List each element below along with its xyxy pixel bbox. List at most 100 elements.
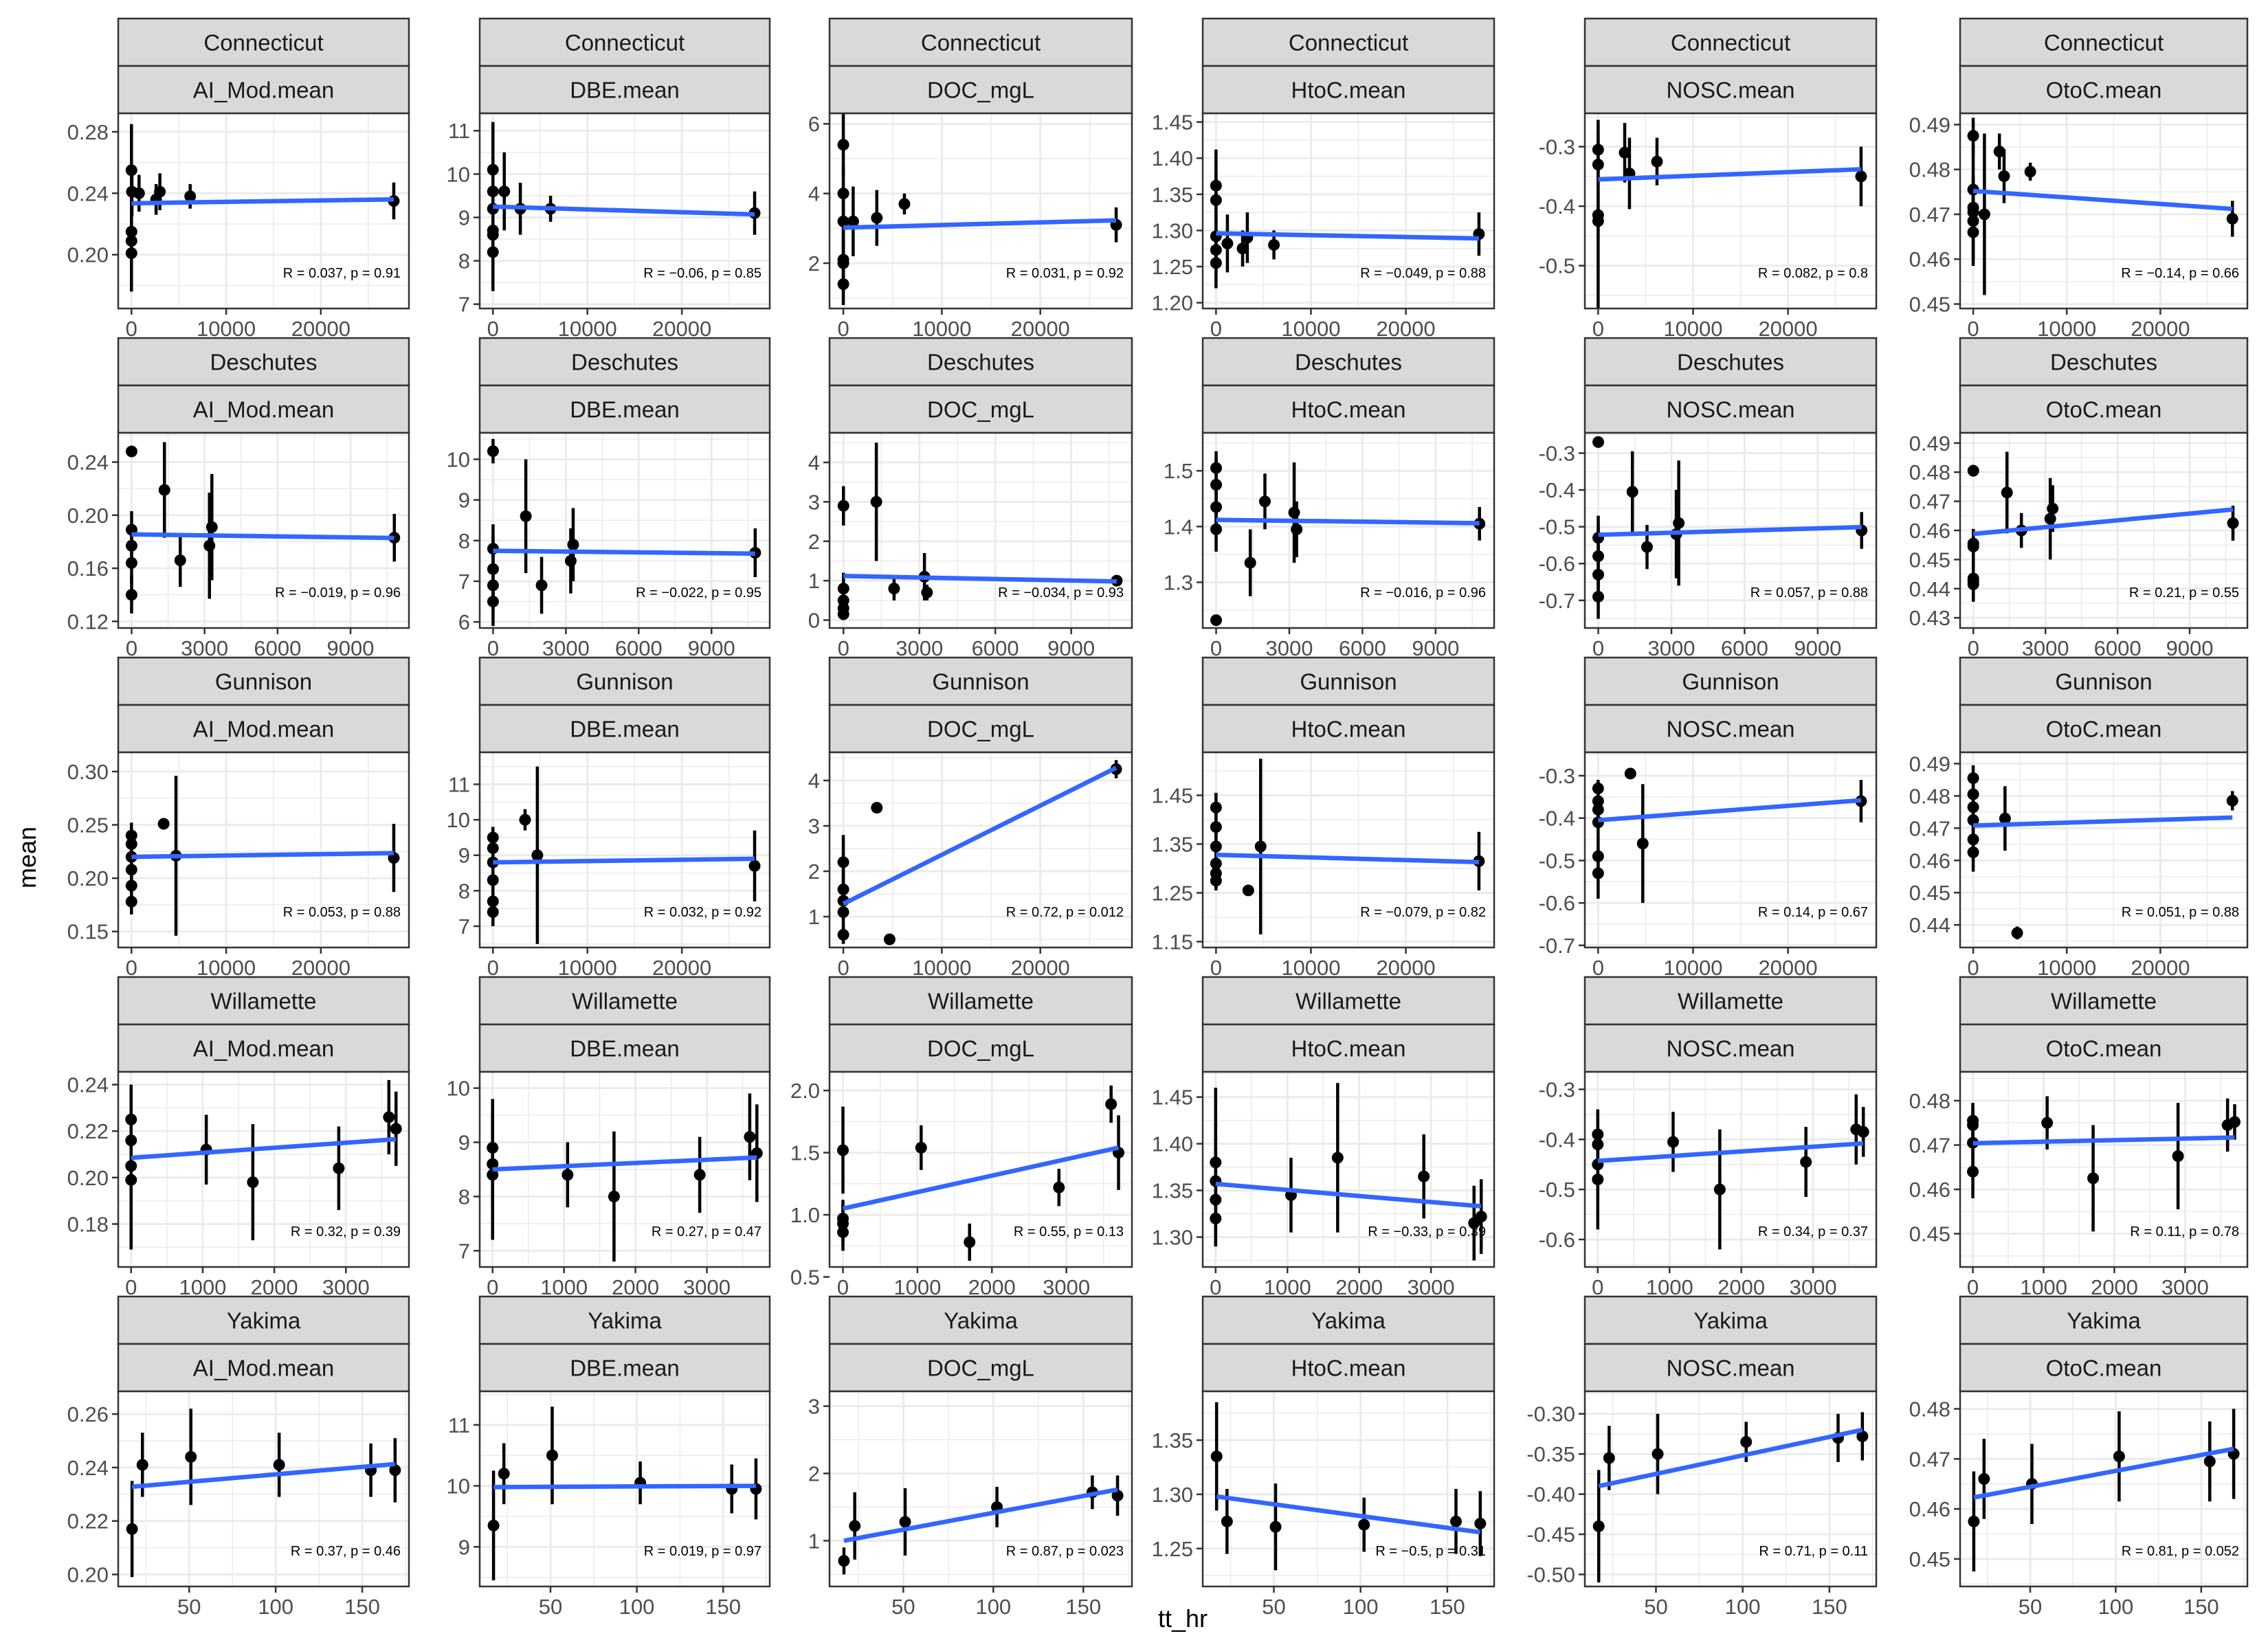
y-tick-label: -0.40 [1526,1483,1575,1507]
x-tick-label: 0 [837,956,849,980]
data-point [1210,462,1223,474]
y-tick-label: 1.25 [1152,255,1193,279]
panel-data [838,1475,1124,1575]
data-point [1288,506,1300,519]
strip-variable-box [1201,704,1496,754]
data-point [535,579,548,592]
y-tick-label: 0.16 [67,557,109,581]
y-tick-label: 6 [458,610,470,634]
x-tick-label: 150 [1065,1595,1101,1619]
fit-line [843,574,1117,584]
x-tick-label: 0 [487,1275,498,1299]
strip-site-label: Willamette [1296,989,1401,1014]
y-tick-label: 7 [458,293,470,317]
y-tick-label: -0.30 [1526,1402,1575,1426]
data-point [1673,517,1685,529]
x-tick-label: 0 [1967,317,1979,341]
data-point [1210,478,1223,491]
data-point [1210,257,1222,269]
data-point [1978,208,1990,221]
x-tick-label: 100 [258,1595,293,1619]
fit-line [843,218,1117,230]
data-point [1967,1165,1979,1178]
panel-background [118,752,409,947]
strip-site-box [117,656,410,706]
strip-site-box [828,1295,1133,1345]
y-tick-label: 3 [808,490,820,514]
data-point [125,539,137,552]
y-tick-label: 1.20 [1152,291,1193,315]
data-point [1603,1452,1615,1464]
strip-site-box [828,337,1133,387]
strip-site-box [117,337,410,387]
x-tick-label: 150 [2183,1595,2219,1619]
y-tick-label: 2 [808,530,820,554]
x-tick-label: 9000 [688,636,735,660]
data-point [838,1555,850,1567]
panel-data [487,122,761,291]
y-tick-label: 10 [447,1077,470,1101]
data-point [837,583,849,595]
strip-variable-box [117,384,410,434]
x-tick-label: 10000 [912,317,971,341]
strip-variable-box [1201,1343,1496,1393]
strip-variable-box [478,704,771,754]
x-tick-label: 6000 [972,636,1019,660]
strip-variable-label: HtoC.mean [1291,78,1406,103]
y-tick-label: 1.40 [1152,1132,1193,1156]
panel-data [837,1085,1124,1261]
data-point [1967,772,1979,785]
facet-panel: Willamette OtoC.mean R = 0.11, p = 0.78 0.4… [1909,976,2249,1299]
data-point [133,187,145,199]
data-point [1993,145,2005,157]
strip-site-box [478,337,771,387]
y-tick-label: 0.24 [67,451,109,475]
strip-site-box [1201,976,1496,1026]
data-point [1269,1521,1282,1533]
y-tick-label: 1.15 [1152,930,1193,954]
strip-site-label: Deschutes [2050,350,2157,375]
correlation-annotation: R = 0.37, p = 0.46 [291,1544,401,1559]
strip-site-box [1959,976,2249,1026]
data-point [1967,814,1979,827]
x-tick-label: 10000 [197,956,256,980]
panel-data [1592,120,1867,309]
data-point [2024,166,2036,178]
data-point [1291,523,1303,535]
y-tick-label: 0.22 [67,1119,109,1143]
panel-data [837,113,1122,305]
data-point [1626,486,1638,498]
data-point [185,1450,197,1463]
x-tick-label: 1000 [179,1275,226,1299]
data-point [1967,846,1979,859]
data-point [205,521,218,533]
data-point [2228,1116,2241,1128]
y-tick-label: 1.5 [790,1141,820,1165]
data-point [837,278,849,290]
y-tick-label: 1.25 [1152,881,1193,905]
strip-site-label: Connecticut [1289,30,1408,56]
data-point [487,831,499,844]
data-point [1210,244,1222,256]
strip-variable-label: DBE.mean [570,1356,680,1381]
panel-gridlines [1960,113,2247,309]
data-point [1636,838,1649,850]
strip-site-label: Deschutes [1677,350,1784,375]
x-tick-label: 50 [2019,1595,2042,1619]
strip-site-label: Gunnison [2055,669,2152,695]
x-tick-label: 10000 [1663,956,1722,980]
y-tick-label: 0.46 [1909,1178,1950,1202]
strip-variable-box [1201,1023,1496,1073]
panel-data [1592,436,1868,619]
facet-panel: Deschutes OtoC.mean R = 0.21, p = 0.55 0.43… [1909,337,2249,660]
correlation-annotation: R = 0.14, p = 0.67 [1758,905,1868,920]
y-tick-label: 1.35 [1152,832,1193,856]
data-point [498,186,511,198]
correlation-annotation: R = 0.053, p = 0.88 [283,905,401,920]
data-point [1967,801,1979,814]
fit-line [1216,1494,1481,1535]
data-point [849,1520,861,1532]
data-point [1592,795,1604,807]
fit-line [131,851,394,860]
facet-panel: Willamette DBE.mean R = 0.27, p = 0.47 7 8 9 1… [447,976,771,1299]
